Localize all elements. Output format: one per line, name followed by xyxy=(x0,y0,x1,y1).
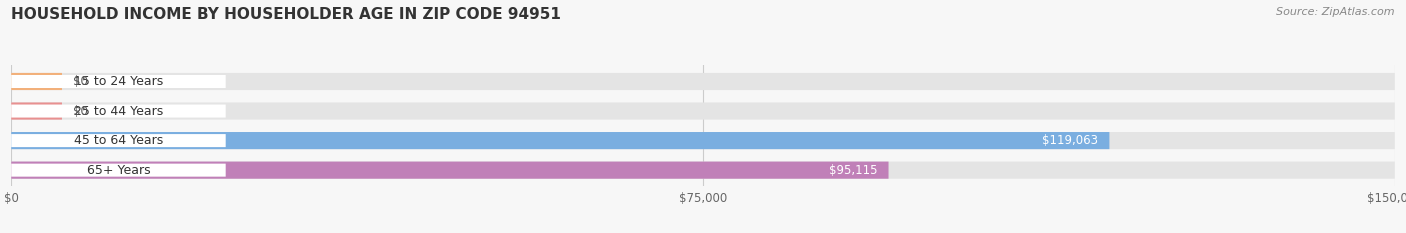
Text: $0: $0 xyxy=(73,105,89,117)
FancyBboxPatch shape xyxy=(11,73,62,90)
FancyBboxPatch shape xyxy=(11,132,1109,149)
FancyBboxPatch shape xyxy=(11,103,62,120)
FancyBboxPatch shape xyxy=(11,75,226,88)
Text: 45 to 64 Years: 45 to 64 Years xyxy=(75,134,163,147)
FancyBboxPatch shape xyxy=(11,164,226,177)
Text: $0: $0 xyxy=(73,75,89,88)
Text: $95,115: $95,115 xyxy=(830,164,877,177)
Text: HOUSEHOLD INCOME BY HOUSEHOLDER AGE IN ZIP CODE 94951: HOUSEHOLD INCOME BY HOUSEHOLDER AGE IN Z… xyxy=(11,7,561,22)
Text: 25 to 44 Years: 25 to 44 Years xyxy=(75,105,163,117)
FancyBboxPatch shape xyxy=(11,73,1395,90)
FancyBboxPatch shape xyxy=(11,161,889,179)
FancyBboxPatch shape xyxy=(11,103,1395,120)
Text: 65+ Years: 65+ Years xyxy=(87,164,150,177)
FancyBboxPatch shape xyxy=(11,105,226,118)
FancyBboxPatch shape xyxy=(11,161,1395,179)
Text: $119,063: $119,063 xyxy=(1042,134,1098,147)
FancyBboxPatch shape xyxy=(11,132,1395,149)
Text: 15 to 24 Years: 15 to 24 Years xyxy=(75,75,163,88)
FancyBboxPatch shape xyxy=(11,134,226,147)
Text: Source: ZipAtlas.com: Source: ZipAtlas.com xyxy=(1277,7,1395,17)
